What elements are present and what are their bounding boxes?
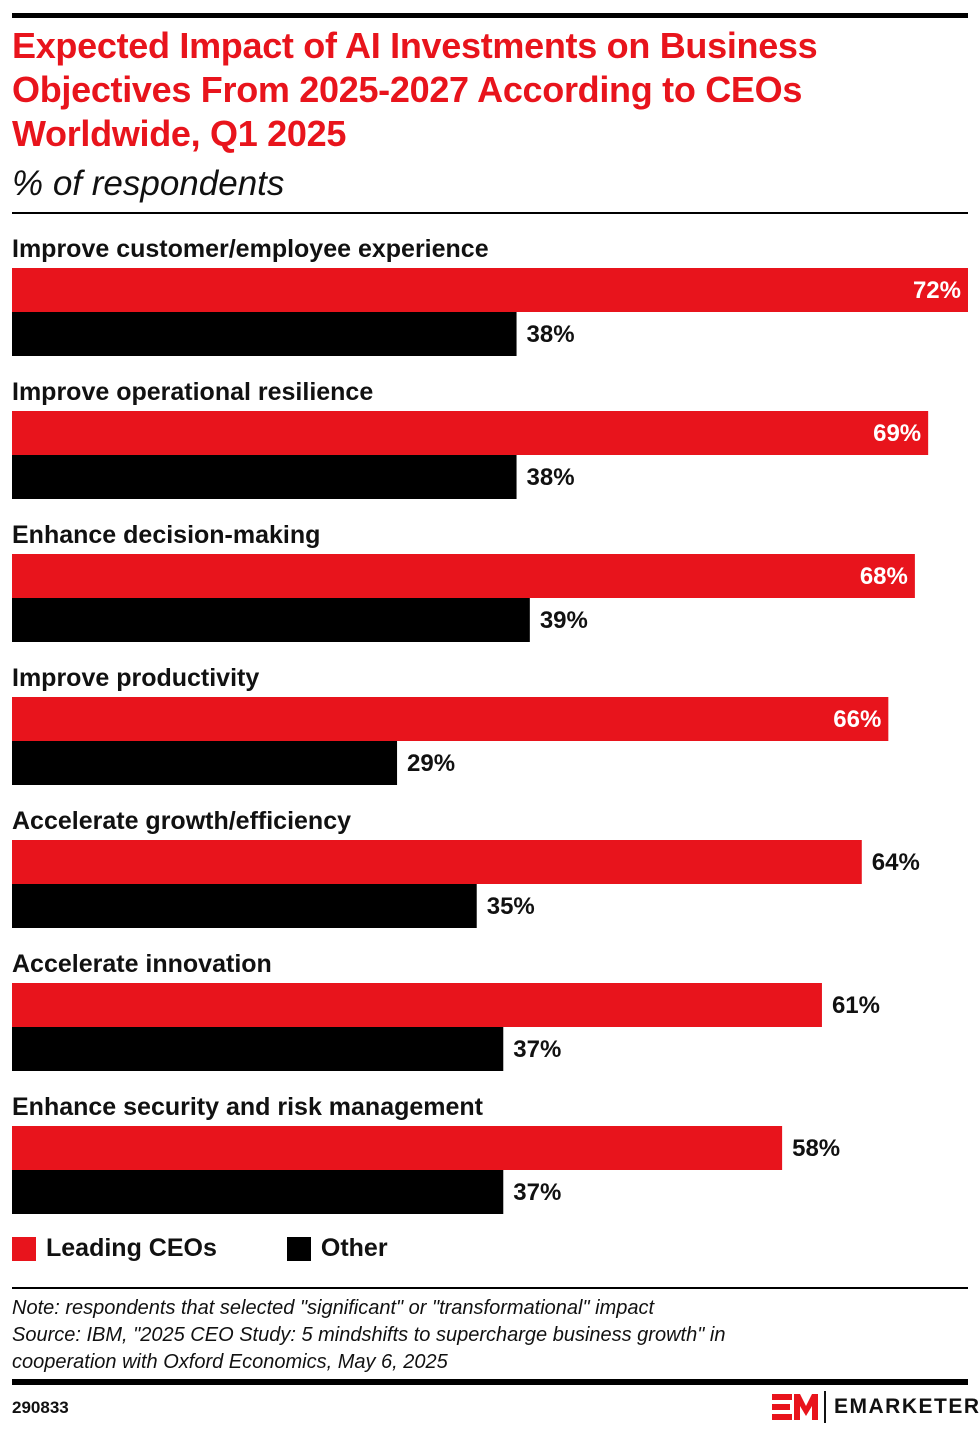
bar-leading-ceos <box>12 411 929 455</box>
data-label: 68% <box>860 563 908 590</box>
chart-subtitle: % of respondents <box>12 164 285 203</box>
data-label: 39% <box>540 607 588 634</box>
bar-other <box>12 1027 504 1071</box>
legend-swatch <box>12 1236 36 1261</box>
bar-leading-ceos <box>12 554 915 598</box>
category-label: Improve customer/employee experience <box>12 235 489 263</box>
bar-other <box>12 1170 504 1214</box>
emarketer-logo: EMARKETER <box>772 1391 980 1423</box>
legend-label: Leading CEOs <box>46 1234 217 1262</box>
divider <box>12 1287 968 1289</box>
bottom-rule <box>12 1379 968 1385</box>
bar-chart: Improve customer/employee experience 72% 3… <box>12 235 968 1214</box>
divider <box>12 212 968 214</box>
top-rule <box>12 13 968 18</box>
data-label: 38% <box>527 464 575 491</box>
data-label: 61% <box>832 992 880 1019</box>
chart-id: 290833 <box>12 1398 69 1417</box>
bar-leading-ceos <box>12 1126 783 1170</box>
legend-item-leading: Leading CEOs <box>12 1234 217 1263</box>
logo-separator <box>824 1391 826 1423</box>
brand-name: EMARKETER <box>834 1395 980 1418</box>
source-text: cooperation with Oxford Economics, May 6… <box>12 1351 448 1373</box>
bar-other <box>12 312 517 356</box>
bar-leading-ceos <box>12 697 889 741</box>
legend-swatch <box>286 1236 311 1261</box>
data-label: 38% <box>527 321 575 348</box>
category-label: Enhance decision-making <box>12 521 320 549</box>
data-label: 69% <box>873 420 921 447</box>
data-label: 66% <box>833 706 881 733</box>
category-label: Accelerate innovation <box>12 950 272 978</box>
chart-title: Expected Impact of AI Investments on Bus… <box>12 25 818 154</box>
data-label: 72% <box>913 277 961 304</box>
note-text: Note: respondents that selected "signifi… <box>12 1297 655 1319</box>
legend: Leading CEOs Other <box>12 1234 458 1263</box>
category-label: Accelerate growth/efficiency <box>12 807 351 835</box>
data-label: 29% <box>407 750 455 777</box>
bar-other <box>12 455 517 499</box>
category-label: Improve operational resilience <box>12 378 373 406</box>
bar-leading-ceos <box>12 268 968 312</box>
category-label: Improve productivity <box>12 664 259 692</box>
em-logo-icon <box>772 1394 818 1420</box>
data-label: 35% <box>487 893 535 920</box>
data-label: 58% <box>792 1135 840 1162</box>
bar-other <box>12 741 398 785</box>
data-label: 64% <box>872 849 920 876</box>
bar-leading-ceos <box>12 840 862 884</box>
notes: Note: respondents that selected "signifi… <box>12 1295 725 1376</box>
bar-leading-ceos <box>12 983 822 1027</box>
legend-label: Other <box>320 1234 388 1262</box>
source-text: Source: IBM, "2025 CEO Study: 5 mindshif… <box>12 1324 726 1346</box>
data-label: 37% <box>513 1036 561 1063</box>
category-label: Enhance security and risk management <box>12 1093 484 1121</box>
legend-item-other: Other <box>286 1234 388 1263</box>
bar-other <box>12 598 530 642</box>
bar-other <box>12 884 477 928</box>
data-label: 37% <box>513 1179 561 1206</box>
